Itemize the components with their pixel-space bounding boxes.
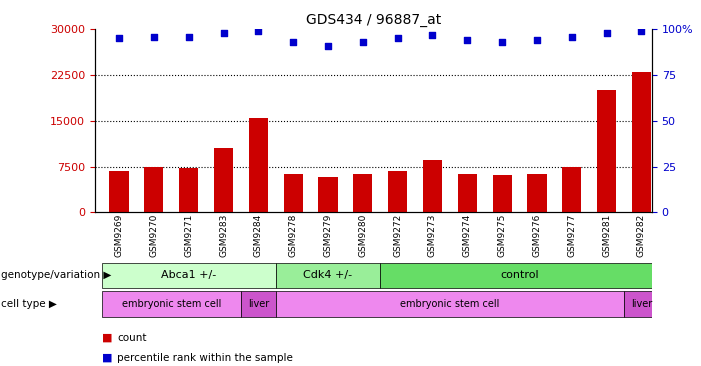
Point — [462, 37, 473, 43]
Bar — [423, 160, 442, 212]
Bar — [318, 177, 338, 212]
Point — [218, 30, 229, 36]
Text: count: count — [117, 333, 147, 343]
Bar — [458, 175, 477, 212]
Title: GDS434 / 96887_at: GDS434 / 96887_at — [306, 13, 441, 27]
Bar — [144, 167, 163, 212]
Text: liver: liver — [247, 299, 269, 309]
Point — [636, 28, 647, 34]
Text: embryonic stem cell: embryonic stem cell — [400, 299, 500, 309]
Bar — [353, 174, 372, 212]
Bar — [214, 148, 233, 212]
Text: Abca1 +/-: Abca1 +/- — [161, 270, 217, 280]
Bar — [380, 262, 659, 288]
Point — [392, 36, 403, 41]
Text: ■: ■ — [102, 333, 112, 343]
Text: liver: liver — [631, 299, 652, 309]
Point — [601, 30, 612, 36]
Bar — [562, 167, 581, 212]
Bar — [493, 175, 512, 212]
Point — [322, 43, 334, 49]
Bar — [284, 175, 303, 212]
Point — [114, 36, 125, 41]
Text: Cdk4 +/-: Cdk4 +/- — [304, 270, 353, 280]
Bar — [388, 171, 407, 212]
Bar — [102, 262, 275, 288]
Point — [148, 34, 159, 40]
Point — [427, 32, 438, 38]
Point — [253, 28, 264, 34]
Point — [183, 34, 194, 40]
Text: percentile rank within the sample: percentile rank within the sample — [117, 353, 293, 363]
Bar — [102, 291, 241, 317]
Text: genotype/variation ▶: genotype/variation ▶ — [1, 270, 111, 280]
Bar — [275, 262, 380, 288]
Point — [496, 39, 508, 45]
Bar — [632, 72, 651, 212]
Bar — [597, 90, 616, 212]
Text: control: control — [501, 270, 539, 280]
Point — [287, 39, 299, 45]
Bar — [249, 118, 268, 212]
Point — [531, 37, 543, 43]
Bar — [109, 171, 128, 212]
Bar — [241, 291, 275, 317]
Text: ■: ■ — [102, 353, 112, 363]
Bar — [179, 168, 198, 212]
Text: cell type ▶: cell type ▶ — [1, 299, 57, 309]
Bar — [275, 291, 624, 317]
Bar — [624, 291, 659, 317]
Bar — [527, 175, 547, 212]
Text: embryonic stem cell: embryonic stem cell — [121, 299, 221, 309]
Point — [358, 39, 369, 45]
Point — [566, 34, 578, 40]
